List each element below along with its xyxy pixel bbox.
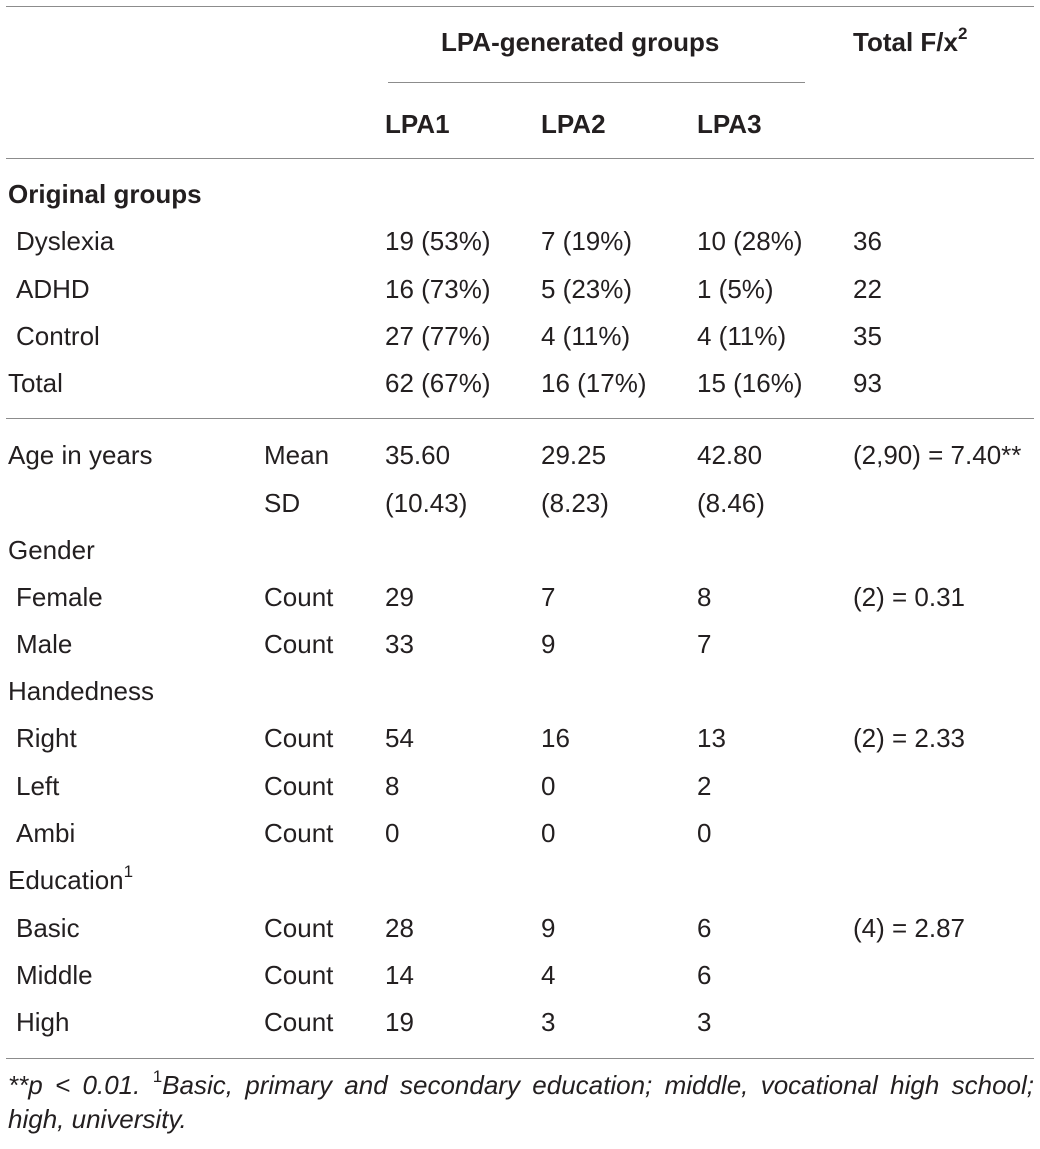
cell-lpa2: 29.25 xyxy=(541,440,607,470)
row-label-education: Education1 xyxy=(8,862,134,895)
cell-lpa2: 3 xyxy=(541,1007,556,1037)
cell-total: 22 xyxy=(853,274,882,304)
table-bottom-rule xyxy=(6,1058,1034,1059)
section-title-original-groups: Original groups xyxy=(8,179,202,209)
cell-stat: Count xyxy=(264,629,334,659)
row-label-age: Age in years xyxy=(8,440,153,470)
cell-stat: Count xyxy=(264,1007,334,1037)
cell-lpa1: 28 xyxy=(385,913,414,943)
row-label: Basic xyxy=(16,913,80,943)
cell-lpa2: 16 (17%) xyxy=(541,368,647,398)
cell-lpa3: 4 (11%) xyxy=(697,321,787,351)
footnote-significance: **p < 0.01. xyxy=(8,1070,141,1100)
row-label: Control xyxy=(16,321,100,351)
col-header-lpa2: LPA2 xyxy=(541,109,606,139)
group-span-rule xyxy=(388,82,805,83)
cell-lpa3: 10 (28%) xyxy=(697,226,803,256)
cell-lpa3: 15 (16%) xyxy=(697,368,803,398)
cell-stat: SD xyxy=(264,488,301,518)
cell-total: (2) = 0.31 xyxy=(853,582,966,612)
cell-lpa3: 42.80 xyxy=(697,440,763,470)
cell-lpa3: 6 xyxy=(697,960,712,990)
lpa-groups-title: LPA-generated groups xyxy=(441,27,720,57)
footnote-marker: 1 xyxy=(152,1067,163,1087)
cell-lpa2: 16 xyxy=(541,723,570,753)
cell-lpa1: 33 xyxy=(385,629,414,659)
cell-stat: Count xyxy=(264,818,334,848)
cell-total: 35 xyxy=(853,321,882,351)
row-label: Total xyxy=(8,368,63,398)
cell-lpa3: 2 xyxy=(697,771,712,801)
cell-lpa1: 29 xyxy=(385,582,414,612)
cell-stat: Count xyxy=(264,913,334,943)
cell-lpa2: 4 xyxy=(541,960,556,990)
cell-lpa1: 19 xyxy=(385,1007,414,1037)
cell-lpa3: 3 xyxy=(697,1007,712,1037)
cell-lpa1: 35.60 xyxy=(385,440,451,470)
cell-lpa2: 7 xyxy=(541,582,556,612)
cell-total: (4) = 2.87 xyxy=(853,913,966,943)
table-top-rule xyxy=(6,6,1034,7)
col-header-lpa1: LPA1 xyxy=(385,109,450,139)
row-label: Middle xyxy=(16,960,93,990)
total-column-title: Total F/x2 xyxy=(853,24,968,57)
cell-lpa2: 0 xyxy=(541,771,556,801)
cell-total: 93 xyxy=(853,368,882,398)
cell-lpa3: (8.46) xyxy=(697,488,765,518)
cell-lpa2: 0 xyxy=(541,818,556,848)
cell-stat: Count xyxy=(264,771,334,801)
header-bottom-rule xyxy=(6,158,1034,159)
cell-total: 36 xyxy=(853,226,882,256)
cell-total: (2) = 2.33 xyxy=(853,723,966,753)
cell-lpa1: 54 xyxy=(385,723,414,753)
row-label: High xyxy=(16,1007,70,1037)
row-label-gender: Gender xyxy=(8,535,95,565)
cell-lpa1: 14 xyxy=(385,960,414,990)
col-header-lpa3: LPA3 xyxy=(697,109,762,139)
cell-lpa3: 13 xyxy=(697,723,726,753)
table-footnote: **p < 0.01. 1Basic, primary and secondar… xyxy=(8,1068,1034,1136)
row-label: Left xyxy=(16,771,60,801)
cell-lpa2: 7 (19%) xyxy=(541,226,633,256)
cell-lpa2: 9 xyxy=(541,913,556,943)
cell-lpa2: 5 (23%) xyxy=(541,274,633,304)
row-label: Male xyxy=(16,629,73,659)
cell-lpa3: 6 xyxy=(697,913,712,943)
cell-lpa3: 8 xyxy=(697,582,712,612)
cell-lpa2: (8.23) xyxy=(541,488,609,518)
cell-total: (2,90) = 7.40** xyxy=(853,440,1022,470)
cell-lpa2: 9 xyxy=(541,629,556,659)
cell-lpa1: 8 xyxy=(385,771,400,801)
section-divider-rule xyxy=(6,418,1034,419)
cell-lpa1: 16 (73%) xyxy=(385,274,491,304)
cell-lpa3: 7 xyxy=(697,629,712,659)
cell-stat: Count xyxy=(264,960,334,990)
row-label: Dyslexia xyxy=(16,226,115,256)
cell-lpa3: 1 (5%) xyxy=(697,274,774,304)
row-label-handedness: Handedness xyxy=(8,676,154,706)
cell-lpa1: 0 xyxy=(385,818,400,848)
cell-lpa1: 27 (77%) xyxy=(385,321,491,351)
cell-lpa1: 62 (67%) xyxy=(385,368,491,398)
cell-stat: Count xyxy=(264,582,334,612)
cell-lpa2: 4 (11%) xyxy=(541,321,631,351)
cell-stat: Count xyxy=(264,723,334,753)
row-label: Right xyxy=(16,723,77,753)
row-label: ADHD xyxy=(16,274,90,304)
cell-lpa1: (10.43) xyxy=(385,488,468,518)
cell-lpa1: 19 (53%) xyxy=(385,226,491,256)
cell-stat: Mean xyxy=(264,440,330,470)
row-label: Female xyxy=(16,582,103,612)
footnote-text: Basic, primary and secondary education; … xyxy=(8,1070,1034,1134)
row-label: Ambi xyxy=(16,818,76,848)
cell-lpa3: 0 xyxy=(697,818,712,848)
